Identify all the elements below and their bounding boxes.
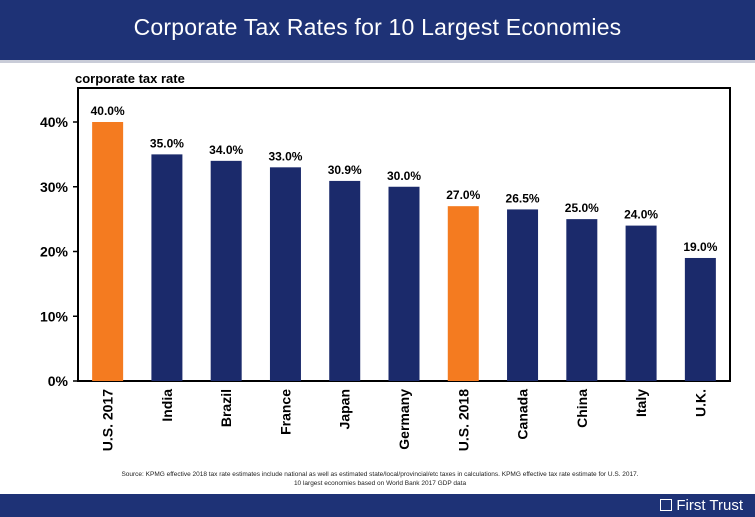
title-divider	[0, 60, 755, 63]
y-tick-label: 30%	[40, 179, 69, 195]
data-label: 30.0%	[387, 169, 421, 183]
category-label: U.S. 2018	[455, 389, 471, 451]
bar	[447, 206, 479, 381]
bar	[269, 167, 301, 381]
data-label: 34.0%	[209, 143, 243, 157]
category-label: India	[159, 389, 175, 422]
data-label: 25.0%	[565, 201, 599, 215]
bar	[507, 209, 539, 381]
brand-square-icon	[660, 499, 673, 511]
category-label: Germany	[396, 389, 412, 450]
bar	[151, 154, 183, 381]
data-label: 27.0%	[446, 188, 480, 202]
category-label: China	[574, 389, 590, 428]
bar	[684, 257, 716, 381]
source-line-1: Source: KPMG effective 2018 tax rate est…	[121, 471, 639, 478]
footer-bar	[0, 494, 755, 517]
brand-name: First Trust	[676, 497, 743, 514]
category-label: Japan	[337, 389, 353, 429]
bar	[625, 225, 657, 381]
y-tick-label: 40%	[40, 114, 69, 130]
category-label: Italy	[633, 389, 649, 417]
data-label: 19.0%	[683, 240, 717, 254]
y-tick-label: 0%	[48, 373, 69, 389]
data-label: 40.0%	[91, 104, 125, 118]
source-line-2: 10 largest economies based on World Bank…	[293, 480, 467, 487]
bar	[210, 160, 242, 381]
chart-title: Corporate Tax Rates for 10 Largest Econo…	[133, 14, 622, 40]
brand-logo: First Trust	[660, 497, 743, 514]
category-label: Brazil	[218, 389, 234, 427]
title-bar	[0, 0, 755, 60]
category-label: Canada	[515, 389, 531, 440]
source-note: Source: KPMG effective 2018 tax rate est…	[40, 470, 720, 488]
bar	[92, 122, 124, 381]
y-tick-label: 20%	[40, 244, 69, 260]
bar-chart: corporate tax rate 0% 10% 20% 30% 40% 40.0% U.S…	[40, 71, 731, 451]
category-label: U.K.	[692, 389, 708, 417]
y-axis-label: corporate tax rate	[75, 71, 185, 86]
bar	[388, 186, 420, 381]
data-label: 33.0%	[268, 149, 302, 163]
bar	[329, 180, 361, 381]
y-tick-label: 10%	[40, 308, 69, 324]
category-label: U.S. 2017	[100, 389, 116, 451]
data-label: 30.9%	[328, 163, 362, 177]
data-label: 26.5%	[506, 191, 540, 205]
data-label: 24.0%	[624, 208, 658, 222]
category-label: France	[277, 389, 293, 435]
bar	[566, 219, 598, 381]
data-label: 35.0%	[150, 136, 184, 150]
